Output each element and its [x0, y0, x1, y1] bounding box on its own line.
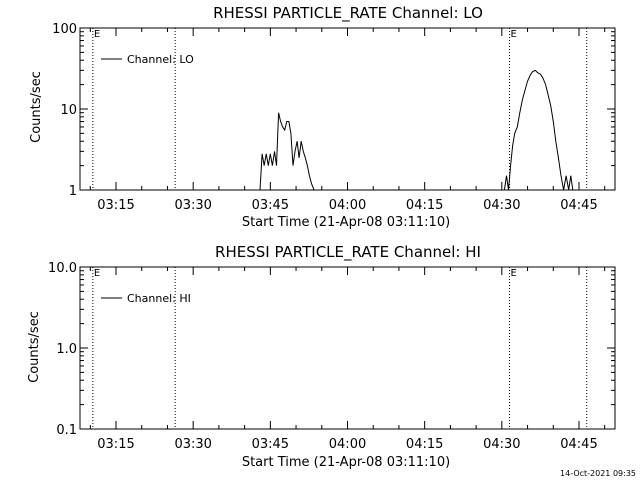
- y-tick-label: 1: [69, 184, 77, 199]
- legend-hi: Channel: HI: [101, 292, 191, 305]
- event-label: E: [511, 268, 517, 279]
- series-line: [503, 69, 575, 191]
- x-tick-label: 03:15: [97, 437, 134, 452]
- event-label: E: [94, 268, 100, 279]
- x-tick-label: 03:45: [252, 437, 289, 452]
- ticks-hi: 03:15 03:30 03:45 04:00 04:15 04:30 04:45 0.1 1.…: [48, 261, 615, 452]
- x-tick-label: 03:30: [174, 437, 211, 452]
- y-tick-label: 10.0: [48, 261, 77, 276]
- panel-lo: RHESSI PARTICLE_RATE Channel: LO Counts/…: [29, 4, 616, 230]
- x-tick-label: 04:00: [329, 198, 366, 213]
- frame-hi: [79, 266, 616, 430]
- panel-hi: RHESSI PARTICLE_RATE Channel: HI Counts/…: [27, 243, 616, 470]
- y-tick-label: 100: [52, 22, 77, 37]
- x-tick-label: 04:30: [483, 437, 520, 452]
- timestamp: 14-Oct-2021 09:35: [560, 469, 636, 478]
- x-tick-label: 04:30: [483, 198, 520, 213]
- xlabel-hi: Start Time (21-Apr-08 03:11:10): [242, 455, 450, 470]
- title-lo: RHESSI PARTICLE_RATE Channel: LO: [213, 4, 483, 23]
- series-lo: [259, 69, 575, 191]
- x-tick-label: 04:45: [560, 198, 597, 213]
- event-label: E: [511, 29, 517, 40]
- x-tick-label: 03:45: [252, 198, 289, 213]
- x-tick-label: 04:15: [406, 437, 443, 452]
- y-tick-label: 1.0: [56, 342, 77, 357]
- y-tick-label: 0.1: [56, 423, 77, 438]
- x-tick-label: 03:15: [97, 198, 134, 213]
- event-label: E: [94, 29, 100, 40]
- x-tick-label: 04:15: [406, 198, 443, 213]
- y-tick-label: 10: [60, 103, 77, 118]
- ylabel-lo: Counts/sec: [29, 71, 44, 143]
- x-tick-label: 04:45: [560, 437, 597, 452]
- x-tick-label: 04:00: [329, 437, 366, 452]
- title-hi: RHESSI PARTICLE_RATE Channel: HI: [215, 243, 481, 262]
- ylabel-hi: Counts/sec: [27, 311, 42, 383]
- series-line: [259, 112, 315, 191]
- x-tick-label: 03:30: [174, 198, 211, 213]
- xlabel-lo: Start Time (21-Apr-08 03:11:10): [242, 215, 450, 230]
- legend-label-hi: Channel: HI: [127, 292, 191, 305]
- legend-lo: Channel: LO: [101, 53, 194, 66]
- legend-label-lo: Channel: LO: [127, 53, 194, 66]
- ticks-lo: 03:15 03:30 03:45 04:00 04:15 04:30 04:45 1 10 10…: [52, 22, 615, 213]
- frame-lo: [79, 27, 616, 191]
